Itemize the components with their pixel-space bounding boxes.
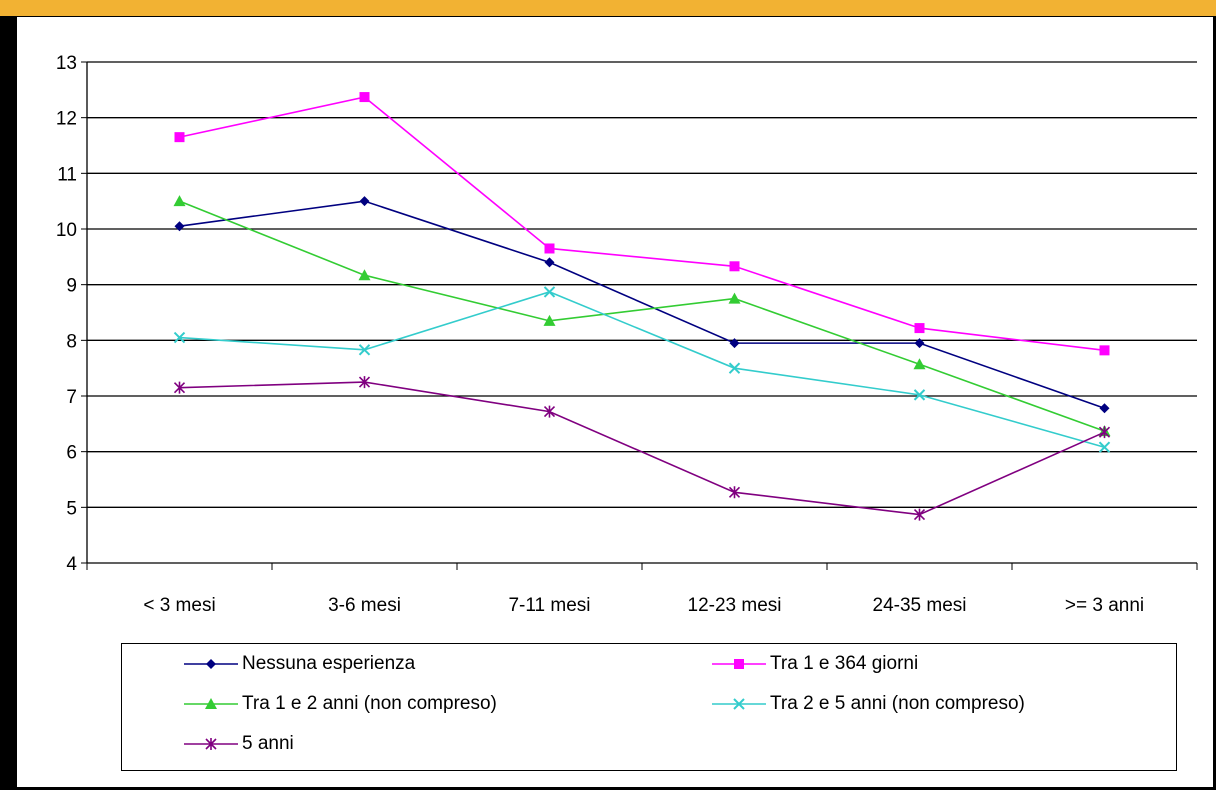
legend-label-1: Nessuna esperienza — [242, 653, 416, 674]
data-point-s2-5 — [914, 323, 925, 334]
data-point-s5-1 — [173, 381, 186, 394]
data-point-s4-3 — [543, 286, 556, 298]
y-tick-label: 9 — [66, 276, 77, 297]
data-point-s5-3 — [543, 405, 556, 418]
data-point-s5-4 — [728, 486, 741, 499]
data-point-s1-2 — [359, 196, 370, 207]
data-point-s4-6 — [1098, 441, 1111, 453]
legend-swatch-5 — [184, 738, 238, 750]
data-point-s5-5 — [913, 508, 926, 521]
data-point-s1-6 — [1099, 403, 1110, 414]
legend-label-5: 5 anni — [242, 733, 294, 754]
legend: Nessuna esperienza Tra 1 e 364 giorni Tr… — [121, 643, 1177, 771]
series-line-5 — [179, 381, 1105, 516]
data-point-s5-6 — [1098, 426, 1111, 439]
data-point-s4-5 — [913, 389, 926, 401]
y-tick-label: 5 — [66, 498, 77, 519]
y-tick-label: 7 — [66, 387, 77, 408]
data-point-s2-4 — [729, 261, 740, 272]
data-point-s1-1 — [174, 221, 185, 232]
y-tick-label: 6 — [66, 443, 77, 464]
legend-item-1: Nessuna esperienza — [182, 652, 415, 676]
legend-label-3: Tra 1 e 2 anni (non compreso) — [242, 693, 497, 714]
legend-label-2: Tra 1 e 364 giorni — [770, 653, 919, 674]
data-point-s2-3 — [544, 243, 555, 254]
data-point-s4-2 — [358, 344, 371, 356]
legend-swatch-2 — [712, 659, 766, 669]
data-point-s2-1 — [174, 132, 185, 143]
data-point-s1-4 — [729, 338, 740, 349]
series-line-2 — [179, 96, 1105, 352]
legend-item-4: Tra 2 e 5 anni (non compreso) — [710, 692, 1025, 716]
legend-marker — [205, 698, 217, 709]
y-tick-label: 4 — [66, 554, 77, 575]
legend-swatch-1 — [184, 659, 238, 669]
series-line-1 — [179, 200, 1105, 410]
x-tick-label: 12-23 mesi — [688, 595, 782, 616]
data-point-s2-2 — [359, 92, 370, 103]
data-point-s2-6 — [1099, 345, 1110, 356]
y-tick-label: 11 — [57, 164, 77, 185]
y-tick-label: 12 — [56, 109, 77, 130]
data-point-s3-5 — [913, 358, 926, 370]
y-tick-label: 10 — [56, 220, 77, 241]
data-point-s3-2 — [358, 269, 371, 281]
line-chart: 4 5 6 7 8 9 10 11 12 13 < 3 mesi 3-6 mesi 7-11 mesi 1… — [56, 53, 1198, 616]
legend-marker — [206, 659, 216, 669]
series-line-4 — [179, 291, 1105, 448]
legend-swatch-3 — [184, 698, 238, 709]
legend-label-4: Tra 2 e 5 anni (non compreso) — [770, 693, 1025, 714]
chart-panel: 4 5 6 7 8 9 10 11 12 13 < 3 mesi 3-6 mesi 7-11 mesi 1… — [17, 17, 1213, 787]
data-point-s1-5 — [914, 338, 925, 349]
legend-marker — [205, 738, 217, 750]
x-tick-label: >= 3 anni — [1065, 595, 1144, 616]
data-point-s1-3 — [544, 257, 555, 268]
data-point-s5-2 — [358, 376, 371, 389]
data-point-s3-1 — [173, 195, 186, 207]
y-tick-label: 8 — [66, 331, 77, 352]
data-point-s3-3 — [543, 314, 556, 326]
legend-item-5: 5 anni — [182, 732, 294, 756]
legend-marker — [733, 698, 745, 710]
header-strip — [0, 0, 1216, 16]
data-point-s4-4 — [728, 362, 741, 374]
legend-swatch-4 — [712, 698, 766, 710]
series-line-3 — [179, 200, 1105, 432]
data-point-s4-1 — [173, 331, 186, 344]
y-tick-label: 13 — [56, 53, 77, 74]
data-point-s3-4 — [728, 292, 741, 304]
x-tick-label: < 3 mesi — [143, 595, 215, 616]
legend-item-3: Tra 1 e 2 anni (non compreso) — [182, 692, 497, 716]
x-tick-label: 24-35 mesi — [873, 595, 967, 616]
legend-marker — [734, 659, 744, 669]
x-tick-label: 3-6 mesi — [328, 595, 401, 616]
legend-item-2: Tra 1 e 364 giorni — [710, 652, 918, 676]
x-tick-label: 7-11 mesi — [508, 595, 590, 616]
